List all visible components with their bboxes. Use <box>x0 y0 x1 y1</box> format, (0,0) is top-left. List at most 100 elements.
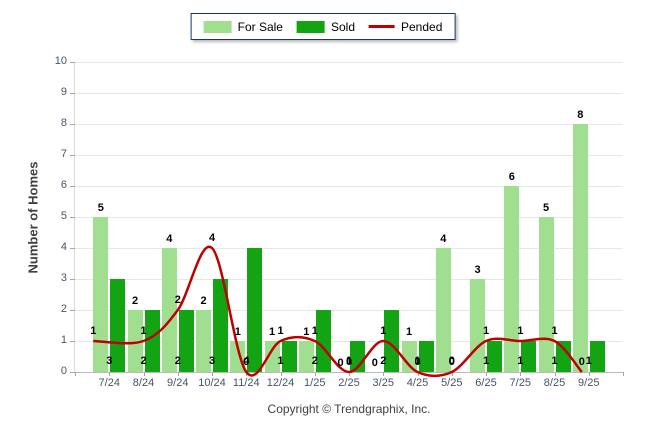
gridline <box>75 310 623 311</box>
data-label-pended: 1 <box>90 325 97 337</box>
data-label-pended: 4 <box>208 232 216 244</box>
data-label-pended: 0 <box>345 356 353 368</box>
bar-sold <box>144 310 160 372</box>
data-label-pended: 1 <box>140 325 147 337</box>
data-label-sold: 3 <box>208 355 216 367</box>
data-label-for-sale: 5 <box>97 202 104 214</box>
x-axis-tick <box>109 372 111 376</box>
legend: For Sale Sold Pended <box>190 13 456 40</box>
data-label-for-sale: 8 <box>577 109 584 121</box>
for-sale-swatch <box>203 20 232 33</box>
data-label-for-sale: 2 <box>200 295 207 307</box>
pended-line <box>93 245 583 378</box>
y-axis-tick-label: 7 <box>60 148 67 160</box>
legend-label-pended: Pended <box>401 19 443 34</box>
y-axis-tick <box>70 62 75 63</box>
x-axis-tick-label: 10/24 <box>198 377 226 389</box>
bar-for-sale <box>196 310 211 372</box>
bar-sold <box>555 341 571 372</box>
gridline <box>75 279 623 280</box>
data-label-sold: 2 <box>380 355 387 367</box>
bar-sold <box>315 310 331 372</box>
data-label-for-sale: 4 <box>166 233 173 245</box>
x-axis-tick <box>75 372 76 376</box>
data-label-sold: 1 <box>585 355 592 367</box>
x-axis-tick-label: 8/24 <box>132 377 155 389</box>
x-axis-tick <box>520 372 522 376</box>
x-axis-tick <box>280 372 282 376</box>
bar-for-sale <box>264 341 280 372</box>
data-label-sold: 1 <box>414 355 421 367</box>
x-axis-tick <box>486 372 487 376</box>
bar-for-sale <box>435 248 451 372</box>
gridline <box>75 217 623 218</box>
y-axis-tick-label: 9 <box>60 86 67 98</box>
y-axis-tick <box>70 155 75 156</box>
data-label-for-sale: 1 <box>303 326 310 338</box>
bar-sold <box>384 310 400 372</box>
data-label-sold: 1 <box>482 355 490 367</box>
x-axis-tick-label: 7/25 <box>509 377 531 389</box>
data-label-pended: 0 <box>448 356 455 368</box>
data-label-for-sale: 1 <box>234 326 241 338</box>
x-axis-tick-label: 9/25 <box>578 377 600 389</box>
data-label-sold: 4 <box>243 355 250 367</box>
data-label-for-sale: 0 <box>371 357 378 369</box>
bar-sold <box>247 248 263 372</box>
x-axis-tick <box>383 372 385 376</box>
x-axis-tick <box>143 372 145 376</box>
y-axis-tick-label: 0 <box>60 365 67 377</box>
data-label-pended: 0 <box>578 356 585 368</box>
x-axis-tick <box>451 372 453 376</box>
data-label-pended: 2 <box>174 294 181 306</box>
x-axis-tick-label: 1/25 <box>304 377 326 389</box>
y-axis-tick <box>70 310 75 311</box>
sold-swatch <box>296 20 325 33</box>
bar-sold <box>418 341 434 372</box>
gridline <box>75 93 623 94</box>
legend-item-pended: Pended <box>369 20 442 34</box>
data-label-for-sale: 5 <box>542 202 550 214</box>
bar-sold <box>110 279 126 372</box>
data-label-for-sale: 1 <box>405 326 413 338</box>
data-label-sold: 2 <box>174 355 181 367</box>
bar-sold <box>521 341 537 372</box>
gridline <box>75 155 623 156</box>
data-label-for-sale: 6 <box>508 171 515 183</box>
data-label-pended: 1 <box>380 325 387 337</box>
data-label-pended: 1 <box>517 325 524 337</box>
bar-for-sale <box>161 248 177 372</box>
data-label-sold: 1 <box>277 355 284 367</box>
bar-for-sale <box>470 279 485 372</box>
gridline <box>75 186 623 187</box>
data-label-for-sale: 0 <box>337 357 344 369</box>
x-axis-tick-label: 7/24 <box>98 377 120 389</box>
y-axis-tick <box>70 248 75 249</box>
data-label-sold: 3 <box>106 355 113 367</box>
data-label-sold: 1 <box>345 355 353 367</box>
data-label-pended: 1 <box>551 325 558 337</box>
bar-sold <box>281 341 297 372</box>
y-axis-tick-label: 6 <box>60 179 67 191</box>
copyright-text: Copyright © Trendgraphix, Inc. <box>267 402 431 416</box>
bar-for-sale <box>538 217 554 372</box>
y-axis-tick-label: 5 <box>60 210 67 222</box>
x-axis-tick-label: 6/25 <box>475 377 497 389</box>
gridline <box>75 341 623 342</box>
data-label-sold: 1 <box>551 355 558 367</box>
y-axis-tick-label: 4 <box>60 241 67 253</box>
data-label-for-sale: 1 <box>268 326 276 338</box>
x-axis-tick-label: 12/24 <box>266 377 295 389</box>
x-axis-tick-label: 5/25 <box>441 377 463 389</box>
bar-for-sale <box>572 124 588 372</box>
y-axis-tick <box>70 186 75 187</box>
y-axis-tick-label: 1 <box>60 334 67 346</box>
legend-item-for-sale: For Sale <box>203 20 283 34</box>
x-axis-tick <box>554 372 556 376</box>
x-axis-tick <box>417 372 419 376</box>
x-axis-tick <box>212 372 213 376</box>
bar-for-sale <box>127 310 143 372</box>
x-axis-tick <box>623 372 624 376</box>
